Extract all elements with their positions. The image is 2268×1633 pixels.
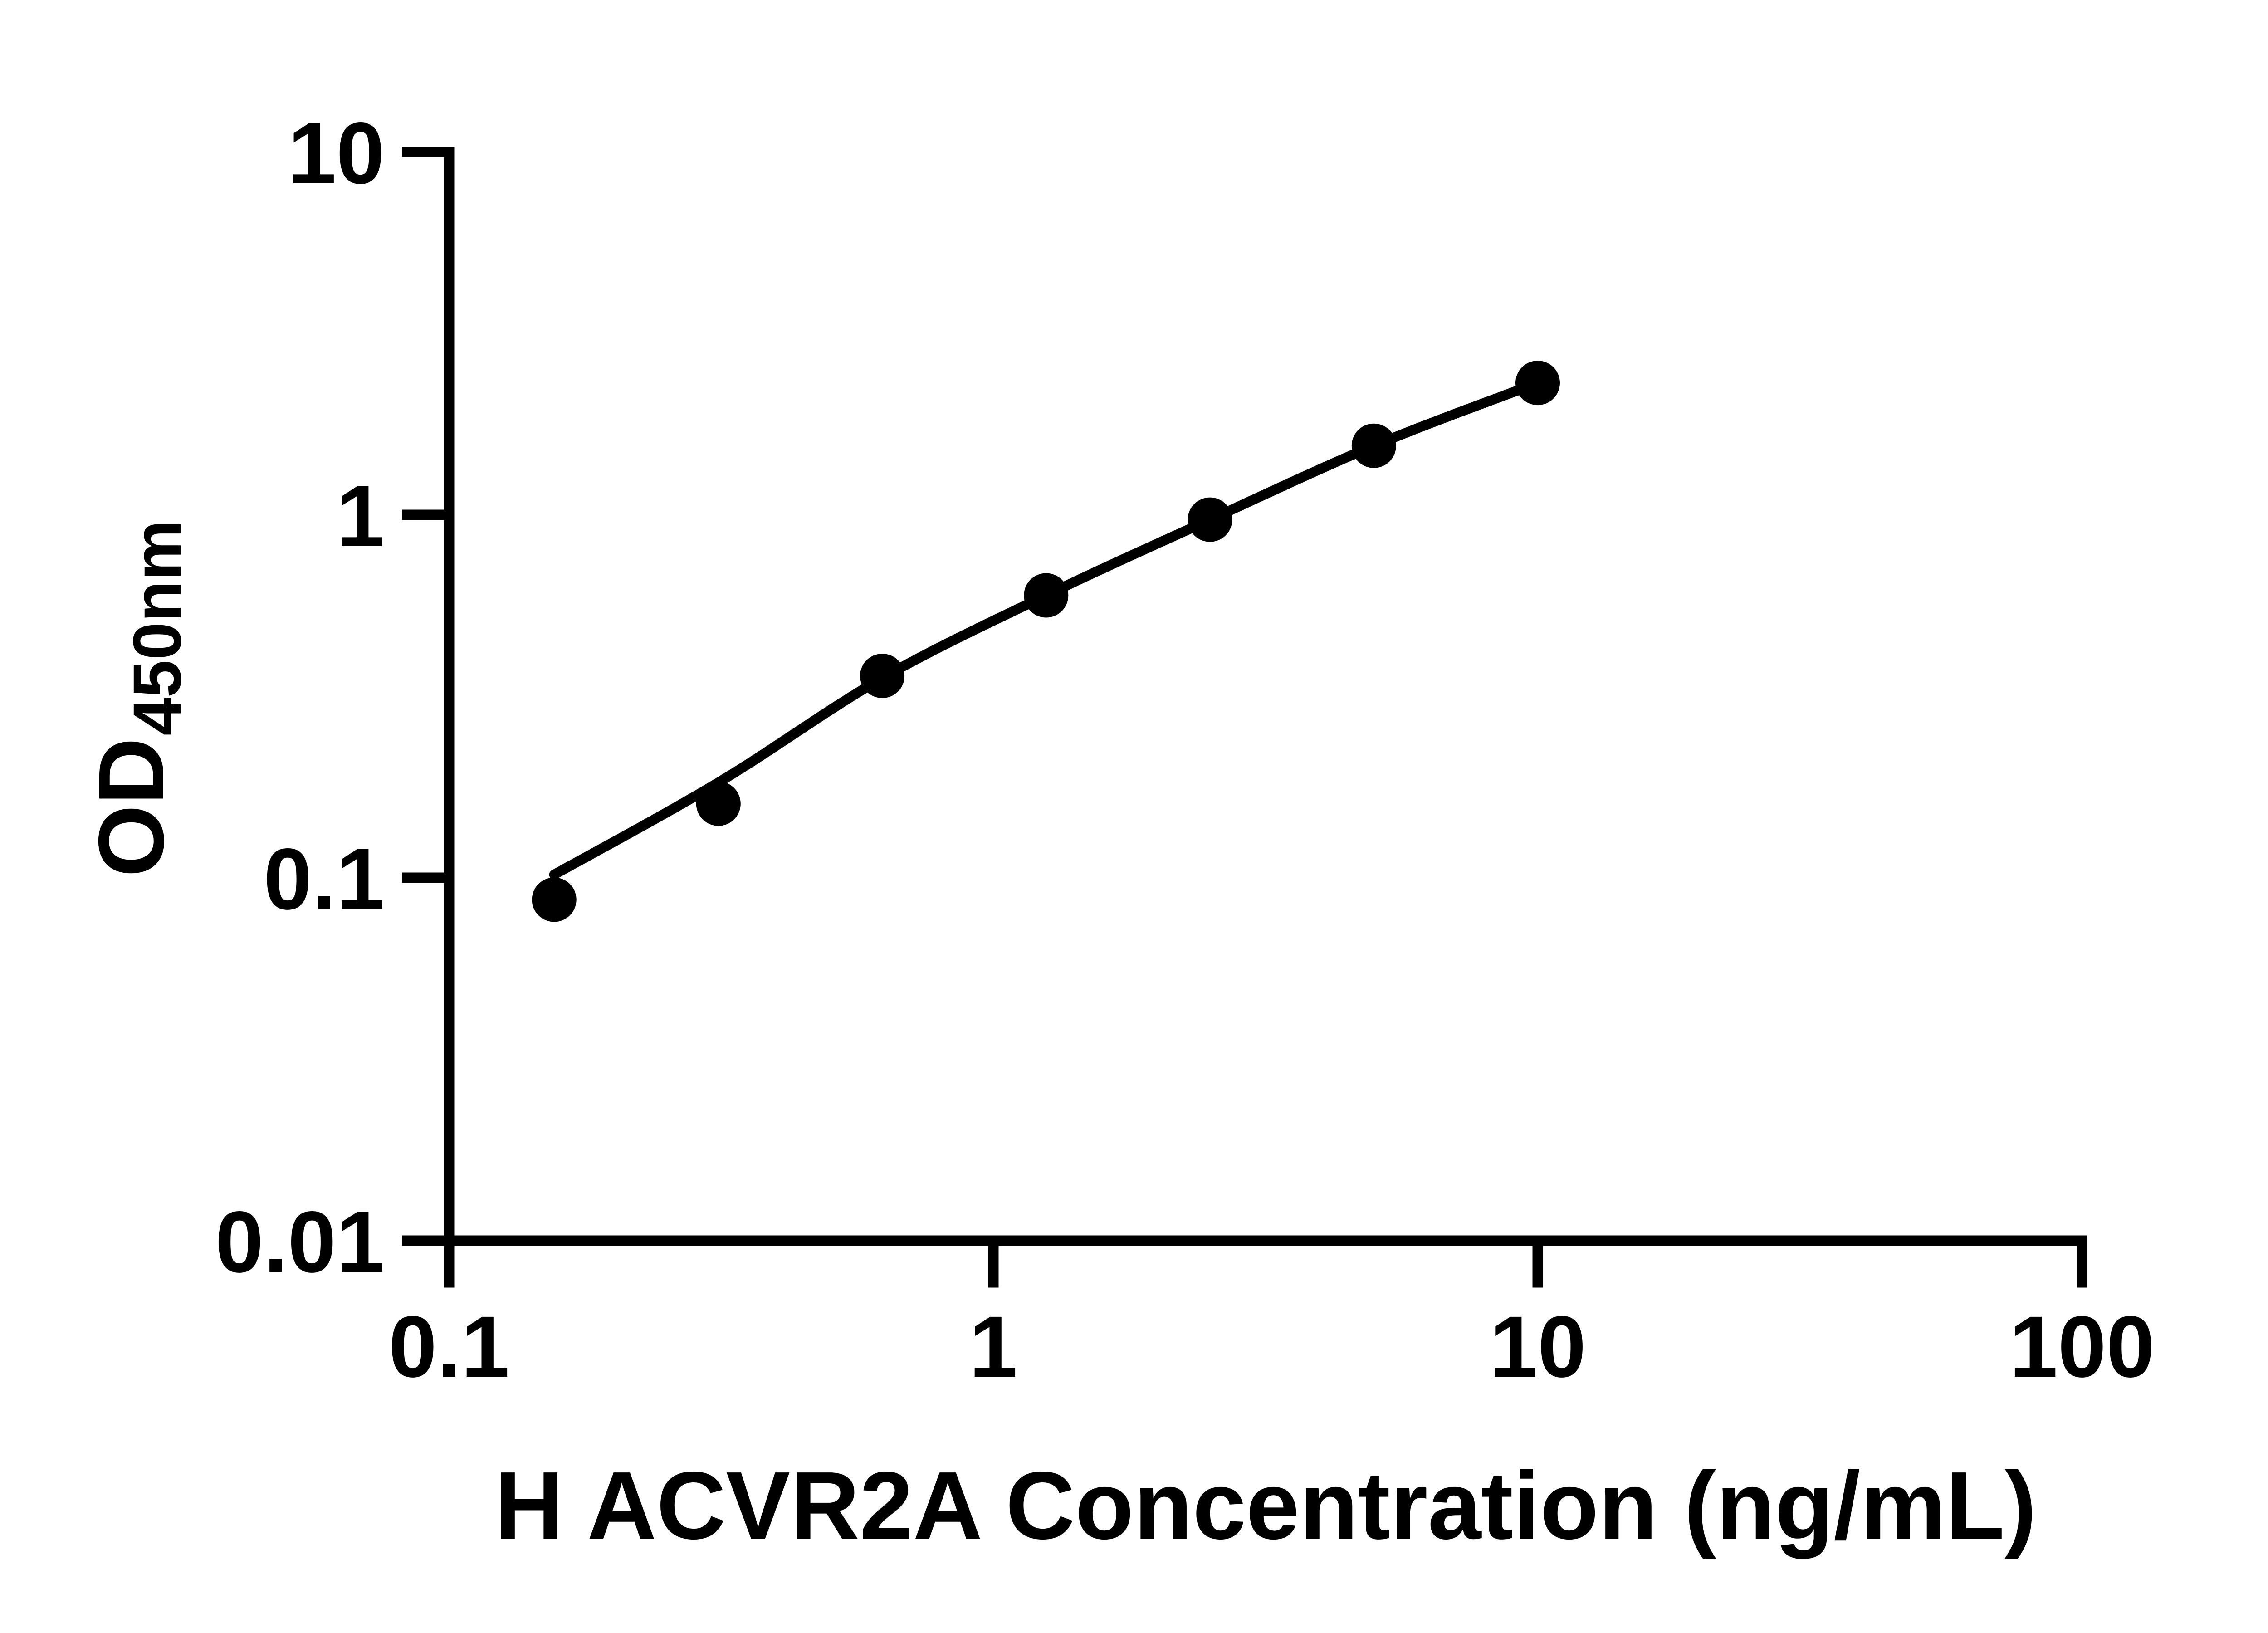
data-point [1351, 423, 1396, 468]
data-point [532, 877, 577, 922]
x-tick-label: 0.1 [389, 1298, 510, 1395]
x-tick-label: 10 [1489, 1298, 1586, 1395]
y-axis-title: OD 450nm [79, 520, 195, 877]
data-points-layer [532, 361, 1560, 922]
data-point [696, 781, 741, 826]
x-tick-label: 100 [2009, 1298, 2155, 1395]
data-point [1515, 361, 1560, 406]
y-axis-title-main: OD [79, 738, 183, 877]
y-tick-label: 0.1 [264, 830, 385, 928]
data-point [1188, 497, 1232, 542]
x-axis-title: H ACVR2A Concentration (ng/mL) [494, 1452, 2037, 1559]
y-tick-label: 0.01 [215, 1193, 385, 1291]
y-tick-label: 1 [336, 467, 385, 565]
data-point [1024, 573, 1069, 618]
y-axis-title-subscript: 450nm [119, 520, 195, 735]
data-point [860, 654, 905, 698]
x-tick-label: 1 [969, 1298, 1018, 1395]
axis-labels: H ACVR2A Concentration (ng/mL) OD 450nm [79, 520, 2037, 1559]
y-tick-label: 10 [288, 104, 385, 202]
